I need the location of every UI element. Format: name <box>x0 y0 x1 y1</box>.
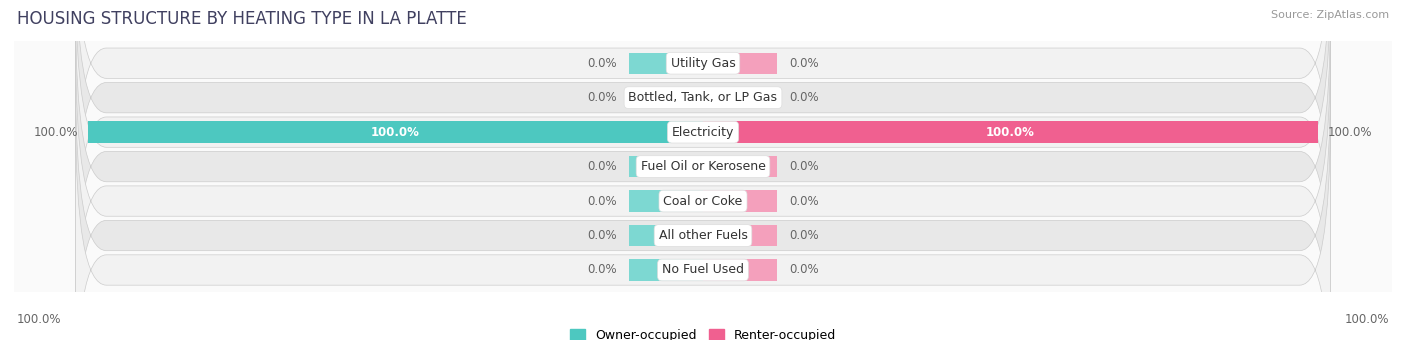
Text: 0.0%: 0.0% <box>588 91 617 104</box>
Text: 100.0%: 100.0% <box>371 126 420 139</box>
Bar <box>630 87 703 108</box>
FancyBboxPatch shape <box>76 113 1330 340</box>
FancyBboxPatch shape <box>76 44 1330 340</box>
Text: 0.0%: 0.0% <box>789 264 818 276</box>
FancyBboxPatch shape <box>76 10 1330 324</box>
Text: 0.0%: 0.0% <box>588 57 617 70</box>
Text: 100.0%: 100.0% <box>1344 313 1389 326</box>
Text: 0.0%: 0.0% <box>588 229 617 242</box>
Text: Fuel Oil or Kerosene: Fuel Oil or Kerosene <box>641 160 765 173</box>
Text: 0.0%: 0.0% <box>588 160 617 173</box>
Bar <box>703 190 778 212</box>
Text: 100.0%: 100.0% <box>1327 126 1372 139</box>
Text: 0.0%: 0.0% <box>789 160 818 173</box>
FancyBboxPatch shape <box>76 78 1330 340</box>
Text: Electricity: Electricity <box>672 126 734 139</box>
Bar <box>703 156 778 177</box>
Bar <box>630 259 703 281</box>
Text: 0.0%: 0.0% <box>789 194 818 207</box>
Text: 100.0%: 100.0% <box>986 126 1035 139</box>
Bar <box>703 87 778 108</box>
Bar <box>630 225 703 246</box>
Text: Utility Gas: Utility Gas <box>671 57 735 70</box>
Text: 0.0%: 0.0% <box>789 229 818 242</box>
Bar <box>703 259 778 281</box>
Text: All other Fuels: All other Fuels <box>658 229 748 242</box>
Text: No Fuel Used: No Fuel Used <box>662 264 744 276</box>
Bar <box>630 52 703 74</box>
FancyBboxPatch shape <box>76 0 1330 289</box>
Text: Coal or Coke: Coal or Coke <box>664 194 742 207</box>
Text: 0.0%: 0.0% <box>588 264 617 276</box>
Text: 0.0%: 0.0% <box>789 57 818 70</box>
Bar <box>630 190 703 212</box>
Text: Bottled, Tank, or LP Gas: Bottled, Tank, or LP Gas <box>628 91 778 104</box>
Bar <box>703 225 778 246</box>
Legend: Owner-occupied, Renter-occupied: Owner-occupied, Renter-occupied <box>569 328 837 340</box>
Text: 100.0%: 100.0% <box>34 126 79 139</box>
Text: Source: ZipAtlas.com: Source: ZipAtlas.com <box>1271 10 1389 20</box>
Text: 0.0%: 0.0% <box>789 91 818 104</box>
Bar <box>703 52 778 74</box>
FancyBboxPatch shape <box>76 0 1330 220</box>
Text: HOUSING STRUCTURE BY HEATING TYPE IN LA PLATTE: HOUSING STRUCTURE BY HEATING TYPE IN LA … <box>17 10 467 28</box>
Bar <box>630 156 703 177</box>
Bar <box>703 121 1319 143</box>
Text: 100.0%: 100.0% <box>17 313 62 326</box>
Bar <box>87 121 703 143</box>
FancyBboxPatch shape <box>76 0 1330 255</box>
Text: 0.0%: 0.0% <box>588 194 617 207</box>
